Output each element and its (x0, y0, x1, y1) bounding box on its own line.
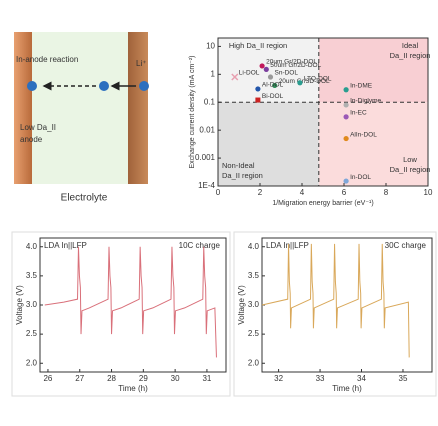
y-tick-label: 1 (211, 69, 216, 78)
point-label: In-DME (350, 82, 373, 89)
y-tick-label: 10 (206, 42, 215, 51)
point (343, 135, 349, 142)
point-label: 20um Gr/2D-DOL (266, 59, 317, 66)
region (318, 38, 428, 103)
anode-label: anode (20, 135, 43, 144)
point (267, 74, 274, 80)
y-tick-label: 4.0 (26, 242, 38, 251)
point (343, 114, 349, 120)
x-tick-label: 4 (300, 188, 305, 197)
y-tick-label: 3.0 (248, 300, 260, 309)
point (263, 66, 269, 73)
ion (27, 81, 37, 91)
point (259, 63, 265, 69)
x-axis-label: Time (h) (118, 384, 148, 393)
point-label: Sn-DOL (275, 70, 299, 77)
point (272, 82, 278, 89)
region-label: Low (403, 155, 417, 164)
y-tick-label: 2.0 (26, 358, 38, 367)
x-axis-label: Time (h) (332, 384, 362, 393)
ion (99, 81, 109, 91)
x-tick-label: 2 (258, 188, 263, 197)
x-tick-label: 30 (171, 374, 180, 383)
x-tick-label: 10 (424, 188, 433, 197)
y-axis-label: Voltage (V) (237, 285, 246, 325)
point (255, 86, 261, 92)
x-tick-label: 29 (139, 374, 148, 383)
region-label: Da_II region (222, 171, 263, 180)
point-label: AlIn-DOL (350, 131, 377, 138)
y-tick-label: 4.0 (248, 242, 260, 251)
y-tick-label: 2.0 (248, 358, 260, 367)
point (255, 97, 261, 103)
ion-label: Li⁺ (136, 59, 146, 68)
region-label: Da_II region (390, 165, 431, 174)
region (218, 102, 319, 186)
y-tick-label: 0.001 (195, 153, 216, 162)
voltage-line (44, 246, 217, 358)
point (343, 102, 349, 108)
x-tick-label: 33 (316, 374, 325, 383)
x-tick-label: 27 (75, 374, 84, 383)
point (297, 80, 303, 86)
x-tick-label: 34 (357, 374, 366, 383)
y-tick-label: 0.1 (204, 97, 216, 106)
y-tick-label: 3.0 (26, 300, 38, 309)
ion (139, 81, 149, 91)
point-label: 20um Gr/3D-DOL (279, 78, 330, 85)
y-tick-label: 0.01 (199, 125, 215, 134)
x-tick-label: 0 (216, 188, 221, 197)
point (231, 73, 239, 81)
x-tick-label: 8 (384, 188, 389, 197)
y-tick-label: 1E-4 (198, 181, 215, 190)
plot-frame (217, 37, 429, 187)
panel-box (233, 231, 437, 397)
reaction-label: In-anode reaction (16, 55, 78, 64)
point (343, 178, 349, 184)
schematic: In-anode reaction Li⁺ Low Da_II anode El… (14, 32, 149, 204)
anode-slab (14, 32, 32, 184)
condition-label: 10C charge (179, 241, 221, 250)
y-tick-label: 2.5 (248, 329, 260, 338)
point-label: In-DOL (350, 174, 371, 181)
condition-label: 30C charge (385, 241, 427, 250)
point-label: In-EC (350, 110, 367, 117)
series-label: LDA In||LFP (266, 241, 309, 250)
x-tick-label: 6 (342, 188, 347, 197)
point-label: Al-DOL (262, 82, 284, 89)
plot-frame (39, 237, 227, 373)
electrolyte-label: Electrolyte (61, 193, 108, 204)
point-label: In-Diglyme (350, 98, 381, 105)
x-axis-label: 1/Migration energy barrier (eV⁻¹) (272, 200, 373, 207)
point-label: LTO-DOL (304, 75, 332, 82)
x-tick-label: 35 (399, 374, 408, 383)
panel-box (11, 231, 231, 397)
point-label: Li-DOL (239, 70, 260, 77)
x-tick-label: 28 (107, 374, 116, 383)
point-label: 50um Gr/2D-DOL (270, 62, 321, 69)
y-axis-label: Exchange current density (mA cm⁻²) (189, 55, 196, 168)
point-label: Bi-DOL (262, 93, 284, 100)
series-label: LDA In||LFP (44, 241, 87, 250)
point (343, 87, 349, 93)
voltage-line (261, 243, 410, 358)
x-tick-label: 32 (274, 374, 283, 383)
y-tick-label: 3.5 (26, 271, 38, 280)
x-tick-label: 31 (202, 374, 211, 383)
region (318, 102, 428, 186)
plot-frame (261, 237, 433, 373)
region-label: Ideal (402, 41, 419, 50)
electrolyte-region (30, 32, 130, 184)
y-tick-label: 2.5 (26, 329, 38, 338)
y-tick-label: 3.5 (248, 271, 260, 280)
y-axis-label: Voltage (V) (15, 285, 24, 325)
anode-label: Low Da_II (20, 123, 56, 132)
region-label: High Da_II region (229, 41, 287, 50)
region-label: Da_II region (390, 51, 431, 60)
cathode-slab (128, 32, 148, 184)
x-tick-label: 26 (43, 374, 52, 383)
region-label: Non-Ideal (222, 161, 255, 170)
